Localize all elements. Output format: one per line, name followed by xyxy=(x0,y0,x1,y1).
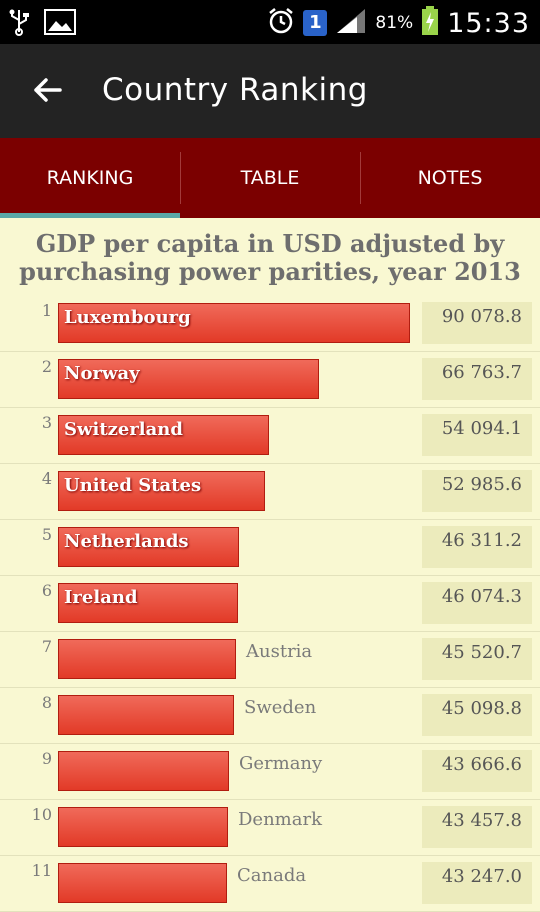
gdp-value: 45 098.8 xyxy=(422,694,532,736)
bar: Ireland xyxy=(58,583,238,623)
bar: Switzerland xyxy=(58,415,269,455)
gdp-value: 54 094.1 xyxy=(422,414,532,456)
gdp-value: 90 078.8 xyxy=(422,302,532,344)
ranking-row[interactable]: 1 Luxembourg 90 078.8 xyxy=(0,296,540,352)
ranking-row[interactable]: 5 Netherlands 46 311.2 xyxy=(0,520,540,576)
country-label: Netherlands xyxy=(64,531,189,552)
country-label: Canada xyxy=(237,865,307,886)
ranking-row[interactable]: 6 Ireland 46 074.3 xyxy=(0,576,540,632)
ranking-row[interactable]: 8 Sweden 45 098.8 xyxy=(0,688,540,744)
country-label: Luxembourg xyxy=(64,307,191,328)
notification-badge: 1 xyxy=(303,10,328,36)
bar: Luxembourg xyxy=(58,303,410,343)
bar xyxy=(58,863,227,903)
country-label: United States xyxy=(64,475,202,496)
ranking-row[interactable]: 11 Canada 43 247.0 xyxy=(0,856,540,912)
ranking-row[interactable]: 2 Norway 66 763.7 xyxy=(0,352,540,408)
gdp-value: 46 074.3 xyxy=(422,582,532,624)
back-arrow-icon[interactable] xyxy=(30,72,66,108)
rank-number: 7 xyxy=(41,637,52,656)
status-bar: 1 81% 15:33 xyxy=(0,0,540,44)
bar xyxy=(58,639,236,679)
rank-number: 3 xyxy=(41,413,52,432)
gdp-value: 45 520.7 xyxy=(422,638,532,680)
rank-number: 11 xyxy=(31,861,52,880)
gdp-value: 43 247.0 xyxy=(422,862,532,904)
country-label: Norway xyxy=(64,363,140,384)
ranking-row[interactable]: 7 Austria 45 520.7 xyxy=(0,632,540,688)
gdp-value: 66 763.7 xyxy=(422,358,532,400)
ranking-row[interactable]: 4 United States 52 985.6 xyxy=(0,464,540,520)
tab-table[interactable]: TABLE xyxy=(180,138,360,218)
image-icon xyxy=(44,9,76,39)
ranking-row[interactable]: 9 Germany 43 666.6 xyxy=(0,744,540,800)
country-label: Ireland xyxy=(64,587,138,608)
rank-number: 8 xyxy=(41,693,52,712)
chart-title-line-1: GDP per capita in USD adjusted by xyxy=(35,229,505,258)
page-title: Country Ranking xyxy=(102,72,368,108)
country-label: Denmark xyxy=(238,809,322,830)
ranking-row[interactable]: 10 Denmark 43 457.8 xyxy=(0,800,540,856)
chart-title-line-2: purchasing power parities, year 2013 xyxy=(19,257,521,286)
country-label: Switzerland xyxy=(64,419,183,440)
battery-charging-icon xyxy=(421,6,439,40)
bar xyxy=(58,695,234,735)
gdp-value: 43 457.8 xyxy=(422,806,532,848)
tab-ranking[interactable]: RANKING xyxy=(0,138,180,218)
rank-number: 2 xyxy=(41,357,52,376)
signal-icon xyxy=(335,7,367,39)
country-label: Austria xyxy=(246,641,313,662)
rank-number: 9 xyxy=(41,749,52,768)
app-bar: Country Ranking xyxy=(0,44,540,138)
ranking-list: 1 Luxembourg 90 078.8 2 Norway 66 763.7 3 Switz… xyxy=(0,296,540,912)
bar: Netherlands xyxy=(58,527,239,567)
rank-number: 1 xyxy=(41,301,52,320)
rank-number: 6 xyxy=(41,581,52,600)
clock: 15:33 xyxy=(447,7,530,39)
bar: United States xyxy=(58,471,265,511)
rank-number: 5 xyxy=(41,525,52,544)
chart-title: GDP per capita in USD adjusted by purcha… xyxy=(0,230,540,286)
country-label: Germany xyxy=(239,753,323,774)
bar: Norway xyxy=(58,359,319,399)
gdp-value: 52 985.6 xyxy=(422,470,532,512)
rank-number: 10 xyxy=(31,805,52,824)
tab-bar: RANKING TABLE NOTES xyxy=(0,138,540,218)
country-label: Sweden xyxy=(244,697,317,718)
bar xyxy=(58,751,229,791)
gdp-value: 46 311.2 xyxy=(422,526,532,568)
tab-notes[interactable]: NOTES xyxy=(360,138,540,218)
ranking-row[interactable]: 3 Switzerland 54 094.1 xyxy=(0,408,540,464)
rank-number: 4 xyxy=(41,469,52,488)
bar xyxy=(58,807,228,847)
gdp-value: 43 666.6 xyxy=(422,750,532,792)
usb-icon xyxy=(8,8,30,40)
battery-percent: 81% xyxy=(375,13,414,33)
alarm-icon xyxy=(267,7,295,39)
